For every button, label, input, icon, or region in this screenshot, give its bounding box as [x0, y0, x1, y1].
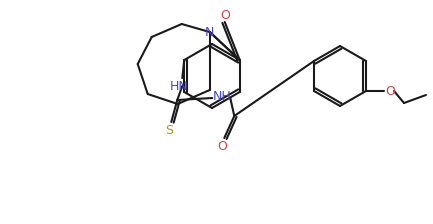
Text: O: O	[220, 9, 229, 22]
Text: NH: NH	[213, 90, 232, 103]
Text: O: O	[385, 84, 395, 97]
Text: O: O	[217, 140, 227, 153]
Text: S: S	[165, 123, 173, 136]
Text: HN: HN	[170, 80, 189, 93]
Text: N: N	[205, 26, 214, 39]
